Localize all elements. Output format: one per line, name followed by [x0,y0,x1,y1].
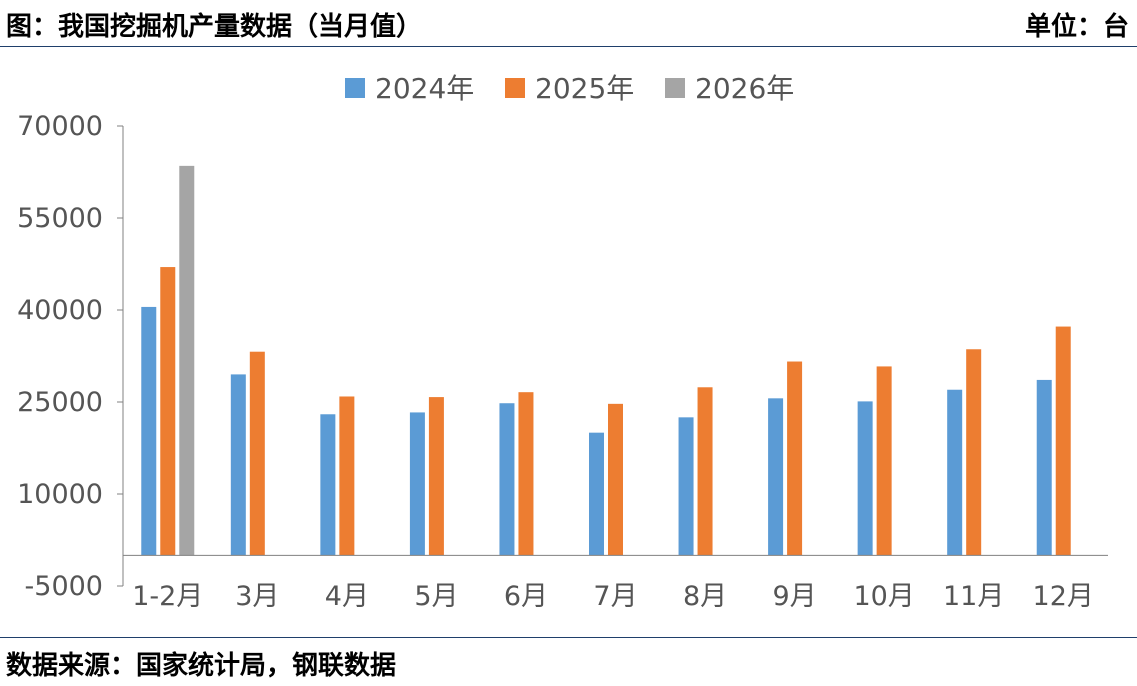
bar-2025年-10月 [876,366,892,556]
y-tick-label: 55000 [17,203,103,234]
bar-2025年-6月 [518,392,534,556]
y-tick-label: 40000 [17,295,103,326]
x-tick-label: 12月 [1033,581,1094,612]
legend-swatch [345,78,365,98]
bar-2024年-12月 [1036,379,1052,556]
x-axis: 1-2月 3月 4月 5月 6月 7月 8月 9月 10月 11月 12月 [123,554,1108,612]
bar-2024年-10月 [857,401,873,556]
x-tick-label: 10月 [853,581,914,612]
x-tick-label: 9月 [772,581,816,612]
bar-2024年-4月 [320,414,336,556]
x-tick-label: 1-2月 [132,581,203,612]
bar-2024年-5月 [409,412,425,556]
y-tick-label: 25000 [17,387,103,418]
x-tick-label: 4月 [325,581,369,612]
bar-2025年-5月 [428,397,444,556]
x-tick-label: 7月 [593,581,637,612]
bar-2025年-3月 [249,351,265,556]
bars [141,165,1071,556]
top-divider [0,46,1137,47]
y-axis: 70000 55000 40000 25000 10000 -5000 [17,111,124,602]
x-tick-label: 8月 [683,581,727,612]
bar-2024年-8月 [678,417,694,556]
bar-2026年-1-2月 [179,165,195,556]
bar-2024年-7月 [589,432,604,556]
bar-2024年-3月 [230,374,246,556]
legend-label: 2024年 [375,72,474,105]
bar-2025年-4月 [339,396,355,556]
legend-label: 2025年 [535,72,634,105]
bar-2025年-11月 [966,349,982,556]
data-source: 数据来源：国家统计局，钢联数据 [6,651,397,681]
x-tick-label: 11月 [943,581,1004,612]
chart-title: 图：我国挖掘机产量数据（当月值） [6,12,423,42]
x-tick-label: 3月 [235,581,279,612]
bar-2024年-1-2月 [141,306,157,556]
unit-label: 单位：台 [1024,12,1129,42]
y-tick-label: 10000 [17,479,103,510]
bar-2024年-9月 [768,398,784,556]
bar-2024年-11月 [947,389,963,556]
legend: 2024年 2025年 2026年 [345,72,794,105]
bar-chart: 2024年 2025年 2026年 70000 55000 40000 25000 1000… [17,72,1108,612]
legend-swatch [665,78,685,98]
legend-label: 2026年 [695,72,794,105]
bottom-divider [0,637,1137,638]
bar-2024年-6月 [499,403,515,556]
bar-2025年-8月 [697,387,713,556]
y-tick-label: -5000 [25,571,103,602]
x-tick-label: 5月 [414,581,458,612]
legend-swatch [505,78,525,98]
header: 图：我国挖掘机产量数据（当月值） 单位：台 [0,0,1137,46]
y-tick-label: 70000 [17,111,103,142]
bar-2025年-12月 [1055,326,1071,556]
x-tick-label: 6月 [504,581,548,612]
bar-2025年-1-2月 [160,267,176,556]
bar-2025年-9月 [787,361,803,556]
bar-2025年-7月 [608,403,623,556]
